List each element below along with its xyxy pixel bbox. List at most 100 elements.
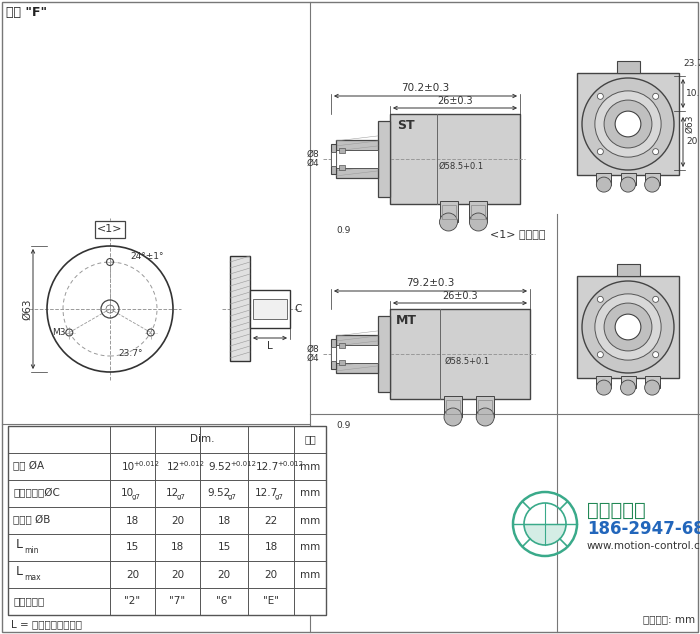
Circle shape bbox=[615, 314, 641, 340]
Text: +0.012: +0.012 bbox=[277, 460, 303, 467]
Circle shape bbox=[476, 408, 494, 426]
Text: Ø4: Ø4 bbox=[307, 354, 319, 363]
Circle shape bbox=[604, 303, 652, 351]
Text: "7": "7" bbox=[169, 597, 186, 607]
Circle shape bbox=[652, 352, 659, 358]
Text: 0.9: 0.9 bbox=[336, 421, 351, 430]
Bar bbox=[378, 316, 390, 392]
Text: 23.7°: 23.7° bbox=[683, 60, 700, 68]
Text: 79.2±0.3: 79.2±0.3 bbox=[406, 278, 455, 288]
Bar bbox=[645, 375, 659, 387]
Text: 12.7: 12.7 bbox=[256, 462, 279, 472]
Bar bbox=[620, 172, 636, 184]
Bar bbox=[476, 396, 494, 417]
Text: mm: mm bbox=[300, 489, 320, 498]
Bar bbox=[390, 114, 520, 204]
Circle shape bbox=[604, 100, 652, 148]
Text: Ø58.5+0.1: Ø58.5+0.1 bbox=[444, 357, 489, 366]
Text: 18: 18 bbox=[126, 515, 139, 526]
Text: Ø8: Ø8 bbox=[307, 150, 319, 159]
Text: 尺寸单位: mm: 尺寸单位: mm bbox=[643, 614, 695, 624]
Circle shape bbox=[620, 380, 636, 395]
Text: 10: 10 bbox=[122, 462, 135, 472]
Bar bbox=[378, 120, 390, 197]
Text: +0.012: +0.012 bbox=[134, 460, 160, 467]
Bar bbox=[331, 152, 336, 165]
Circle shape bbox=[595, 294, 661, 360]
Text: 15: 15 bbox=[126, 543, 139, 552]
Text: 18: 18 bbox=[265, 543, 278, 552]
Text: 匹配连接轴ØC: 匹配连接轴ØC bbox=[13, 488, 60, 498]
Circle shape bbox=[597, 296, 603, 302]
Bar bbox=[336, 335, 378, 373]
Circle shape bbox=[444, 408, 462, 426]
Text: ST: ST bbox=[397, 119, 414, 132]
Bar bbox=[331, 347, 336, 361]
Circle shape bbox=[597, 352, 603, 358]
Text: 12: 12 bbox=[167, 462, 180, 472]
Text: 20: 20 bbox=[171, 515, 184, 526]
Text: "2": "2" bbox=[125, 597, 141, 607]
Text: www.motion-control.com.cn: www.motion-control.com.cn bbox=[587, 541, 700, 551]
Circle shape bbox=[597, 93, 603, 100]
Text: max: max bbox=[24, 573, 41, 582]
Text: <1>: <1> bbox=[97, 224, 122, 234]
Bar bbox=[334, 344, 378, 363]
Text: g7: g7 bbox=[177, 493, 186, 500]
Bar bbox=[645, 172, 659, 184]
Text: M3: M3 bbox=[52, 328, 65, 337]
Text: 西安德伍拓: 西安德伍拓 bbox=[587, 500, 645, 519]
Text: mm: mm bbox=[300, 462, 320, 472]
Circle shape bbox=[652, 296, 659, 302]
Bar bbox=[331, 339, 336, 369]
Bar bbox=[442, 205, 456, 219]
Circle shape bbox=[596, 380, 611, 395]
Text: Ø58.5+0.1: Ø58.5+0.1 bbox=[439, 162, 484, 171]
Text: Ø63: Ø63 bbox=[685, 115, 694, 133]
Bar bbox=[596, 375, 611, 387]
Circle shape bbox=[597, 148, 603, 155]
Text: C: C bbox=[294, 304, 302, 314]
Text: 26±0.3: 26±0.3 bbox=[438, 96, 472, 106]
Bar bbox=[331, 144, 336, 174]
Text: MT: MT bbox=[396, 314, 417, 327]
Text: "6": "6" bbox=[216, 597, 232, 607]
Bar bbox=[470, 201, 487, 222]
Wedge shape bbox=[524, 524, 566, 545]
Text: 20: 20 bbox=[126, 569, 139, 579]
Text: "E": "E" bbox=[263, 597, 279, 607]
Text: mm: mm bbox=[300, 569, 320, 579]
Text: 22: 22 bbox=[265, 515, 278, 526]
Circle shape bbox=[652, 148, 659, 155]
Bar bbox=[390, 309, 530, 399]
Text: 18: 18 bbox=[218, 515, 230, 526]
Bar bbox=[339, 165, 345, 170]
Bar bbox=[336, 140, 378, 178]
Bar bbox=[230, 256, 250, 361]
Circle shape bbox=[595, 91, 661, 157]
Bar bbox=[617, 264, 640, 276]
Text: 12: 12 bbox=[166, 489, 179, 498]
Text: 9.52: 9.52 bbox=[207, 489, 230, 498]
Text: 26±0.3: 26±0.3 bbox=[442, 291, 478, 301]
Text: 20: 20 bbox=[686, 138, 697, 146]
Text: 单位: 单位 bbox=[304, 434, 316, 444]
Bar bbox=[578, 276, 678, 378]
Text: 15: 15 bbox=[218, 543, 230, 552]
Circle shape bbox=[596, 177, 611, 192]
Bar bbox=[446, 400, 460, 414]
Text: 23.7°: 23.7° bbox=[118, 349, 143, 358]
Text: g7: g7 bbox=[228, 493, 237, 500]
Bar bbox=[339, 148, 345, 153]
Text: Ø8: Ø8 bbox=[307, 345, 319, 354]
Text: 20: 20 bbox=[171, 569, 184, 579]
Text: 轴类型代码: 轴类型代码 bbox=[13, 597, 44, 607]
Circle shape bbox=[582, 78, 674, 170]
Text: 9.52: 9.52 bbox=[209, 462, 232, 472]
Text: g7: g7 bbox=[132, 493, 141, 500]
Circle shape bbox=[582, 281, 674, 373]
Text: 盲轴 ØA: 盲轴 ØA bbox=[13, 462, 44, 472]
Bar bbox=[471, 205, 485, 219]
Text: 18: 18 bbox=[171, 543, 184, 552]
Circle shape bbox=[615, 111, 641, 137]
